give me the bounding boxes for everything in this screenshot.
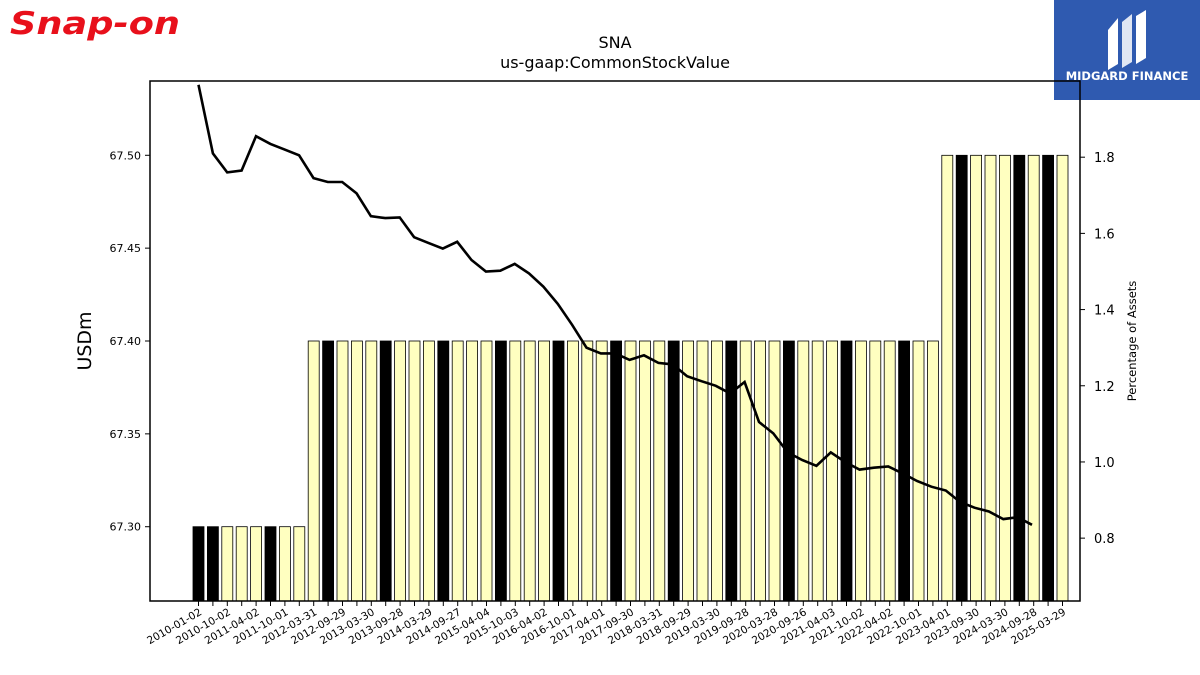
y2-tick-label: 0.8 <box>1094 532 1115 547</box>
bar <box>437 340 450 602</box>
y2-tick-label: 1.8 <box>1094 151 1115 166</box>
bar <box>480 340 493 602</box>
bar <box>192 526 205 602</box>
bar <box>970 154 982 602</box>
bar <box>783 340 795 602</box>
bar <box>422 340 435 602</box>
bar <box>855 340 867 602</box>
percentage-line <box>197 84 1033 526</box>
snapon-logo: Snap-on <box>10 6 180 42</box>
bar <box>494 340 507 602</box>
bar <box>941 154 954 602</box>
bar <box>667 340 680 602</box>
bar <box>250 526 263 602</box>
bar <box>1027 154 1040 602</box>
bar <box>653 340 666 602</box>
y-tick-label: 67.35 <box>110 428 142 441</box>
y2-tick-label: 1.0 <box>1094 456 1115 471</box>
midgard-logo-text: MIDGARD FINANCE <box>1066 69 1189 83</box>
bar <box>336 340 349 602</box>
bar <box>797 340 810 602</box>
bar <box>1042 154 1054 602</box>
bar <box>869 340 882 602</box>
bar <box>509 340 522 602</box>
y-axis-left: 67.30 67.35 67.40 67.45 67.50 <box>110 149 150 534</box>
bar <box>307 340 320 602</box>
bar <box>264 526 277 602</box>
bar <box>538 340 550 602</box>
bar <box>581 340 594 602</box>
bar <box>595 340 608 602</box>
bar <box>567 340 579 602</box>
bar <box>379 340 392 602</box>
bar <box>293 526 306 602</box>
bar <box>682 340 694 602</box>
bar <box>206 526 219 602</box>
y-tick-label: 67.30 <box>110 521 142 534</box>
y-tick-label: 67.45 <box>110 242 142 255</box>
bar <box>466 340 479 602</box>
bar <box>955 154 968 602</box>
bar <box>451 340 464 602</box>
bar <box>840 340 853 602</box>
bar <box>350 340 363 602</box>
bar <box>624 340 637 602</box>
bar <box>394 340 407 602</box>
bar <box>610 340 622 602</box>
chart-title: SNA <box>598 33 631 52</box>
bar <box>826 340 838 602</box>
bar <box>883 340 896 602</box>
bar <box>725 340 738 602</box>
bar <box>984 154 997 602</box>
y-tick-label: 67.50 <box>110 149 142 162</box>
y2-tick-label: 1.6 <box>1094 227 1115 242</box>
bar <box>221 526 234 602</box>
bar <box>235 526 248 602</box>
bar <box>1013 154 1026 602</box>
bar <box>322 340 335 602</box>
bar <box>912 340 925 602</box>
bar <box>768 340 781 602</box>
y-axis-right: 0.8 1.0 1.2 1.4 1.6 1.8 <box>1080 151 1115 547</box>
bar <box>711 340 723 602</box>
bar <box>408 340 421 602</box>
bar <box>811 340 824 602</box>
bar-series <box>192 154 1069 602</box>
bar <box>639 340 651 602</box>
x-axis: 2010-01-022010-10-022011-04-022011-10-01… <box>145 601 1068 647</box>
bar <box>365 340 378 602</box>
chart-subtitle: us-gaap:CommonStockValue <box>500 53 730 72</box>
bar <box>754 340 766 602</box>
y-axis-label: USDm <box>74 311 96 370</box>
y-tick-label: 67.40 <box>110 335 142 348</box>
bar <box>523 340 536 602</box>
bar <box>927 340 939 602</box>
bar <box>552 340 565 602</box>
bar <box>1056 154 1069 602</box>
y2-tick-label: 1.2 <box>1094 380 1115 395</box>
bar <box>739 340 752 602</box>
y2-axis-label: Percentage of Assets <box>1125 281 1139 402</box>
bar <box>999 154 1011 602</box>
snapon-logo-text: Snap-on <box>10 6 180 42</box>
midgard-mark-icon <box>1108 10 1146 70</box>
y2-tick-label: 1.4 <box>1094 304 1115 319</box>
bar <box>278 526 291 602</box>
midgard-finance-logo: MIDGARD FINANCE <box>1054 0 1200 100</box>
